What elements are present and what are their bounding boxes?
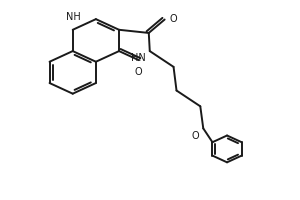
Text: O: O xyxy=(192,131,199,141)
Text: HN: HN xyxy=(131,53,146,63)
Text: O: O xyxy=(169,14,177,24)
Text: O: O xyxy=(135,67,142,77)
Text: NH: NH xyxy=(66,12,81,22)
